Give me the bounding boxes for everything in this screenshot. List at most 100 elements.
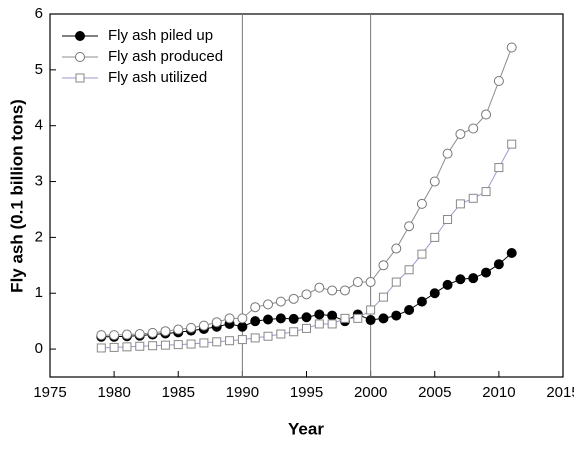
data-point [340, 313, 350, 323]
data-point [109, 342, 119, 352]
legend-marker [75, 52, 85, 62]
legend-marker [75, 31, 85, 41]
data-point [263, 299, 274, 310]
data-point [250, 302, 261, 313]
data-point [378, 313, 389, 324]
y-tick-label: 5 [35, 61, 43, 78]
data-point [173, 324, 184, 335]
data-point [391, 310, 402, 321]
legend-marker [75, 73, 85, 83]
x-tick-label: 2005 [418, 384, 451, 401]
data-point [109, 330, 120, 341]
data-point [429, 176, 440, 187]
y-tick-label: 0 [35, 340, 43, 357]
data-point [391, 277, 401, 287]
x-tick-label: 1990 [226, 384, 259, 401]
data-point [481, 267, 492, 278]
data-point [121, 329, 132, 340]
data-point [314, 282, 325, 293]
data-point [468, 193, 478, 203]
x-tick-label: 2000 [354, 384, 387, 401]
data-point [442, 279, 453, 290]
data-point [211, 317, 222, 328]
data-point [96, 343, 106, 353]
data-point [250, 316, 261, 327]
data-point [366, 305, 376, 315]
data-point [507, 139, 517, 149]
data-point [506, 42, 517, 53]
data-point [224, 313, 235, 324]
data-point [173, 340, 183, 350]
data-point [494, 163, 504, 173]
data-point [506, 248, 517, 259]
data-point [429, 288, 440, 299]
y-tick-label: 6 [35, 5, 43, 22]
legend-label: Fly ash utilized [108, 69, 207, 86]
data-point [417, 249, 427, 259]
y-axis-label: Fly ash (0.1 billion tons) [7, 99, 26, 293]
data-point [275, 296, 286, 307]
data-point [186, 322, 197, 333]
data-point [198, 320, 209, 331]
x-tick-label: 1975 [33, 384, 66, 401]
legend-label: Fly ash produced [108, 48, 223, 65]
data-point [468, 273, 479, 284]
data-point [378, 260, 389, 271]
data-point [288, 313, 299, 324]
data-point [352, 277, 363, 288]
data-point [442, 148, 453, 159]
data-point [135, 341, 145, 351]
data-point [301, 289, 312, 300]
data-point [314, 319, 324, 329]
data-point [468, 123, 479, 134]
data-point [455, 129, 466, 140]
data-point [212, 337, 222, 347]
y-tick-label: 1 [35, 284, 43, 301]
data-point [96, 330, 107, 341]
data-point [404, 265, 414, 275]
data-point [289, 327, 299, 337]
data-point [122, 342, 132, 352]
data-point [263, 314, 274, 325]
data-point [276, 329, 286, 339]
data-point [378, 292, 388, 302]
data-point [353, 313, 363, 323]
x-tick-label: 2015 [546, 384, 574, 401]
data-point [404, 304, 415, 315]
data-point [443, 215, 453, 225]
data-point [237, 321, 248, 332]
data-point [430, 232, 440, 242]
data-point [481, 187, 491, 197]
x-tick-label: 1980 [97, 384, 130, 401]
data-point [365, 277, 376, 288]
data-point [288, 293, 299, 304]
data-point [339, 285, 350, 296]
data-point [134, 328, 145, 339]
data-point [263, 331, 273, 341]
data-point [148, 341, 158, 351]
x-tick-label: 1995 [290, 384, 323, 401]
data-point [302, 323, 311, 333]
y-tick-label: 4 [35, 117, 43, 134]
data-point [493, 259, 504, 270]
data-point [327, 310, 338, 321]
data-point [327, 319, 337, 329]
data-point [481, 109, 492, 120]
data-point [404, 221, 415, 232]
y-tick-label: 2 [35, 228, 43, 245]
data-point [160, 340, 170, 350]
y-tick-label: 3 [35, 173, 43, 190]
data-point [225, 336, 235, 346]
legend-label: Fly ash piled up [108, 27, 213, 44]
data-point [250, 333, 260, 343]
data-point [455, 274, 466, 285]
data-point [327, 285, 338, 296]
data-point [314, 309, 325, 320]
x-tick-label: 2010 [482, 384, 515, 401]
x-axis-label: Year [288, 419, 324, 438]
data-point [455, 199, 465, 209]
data-point [199, 338, 209, 348]
data-point [160, 326, 171, 337]
x-tick-label: 1985 [162, 384, 195, 401]
